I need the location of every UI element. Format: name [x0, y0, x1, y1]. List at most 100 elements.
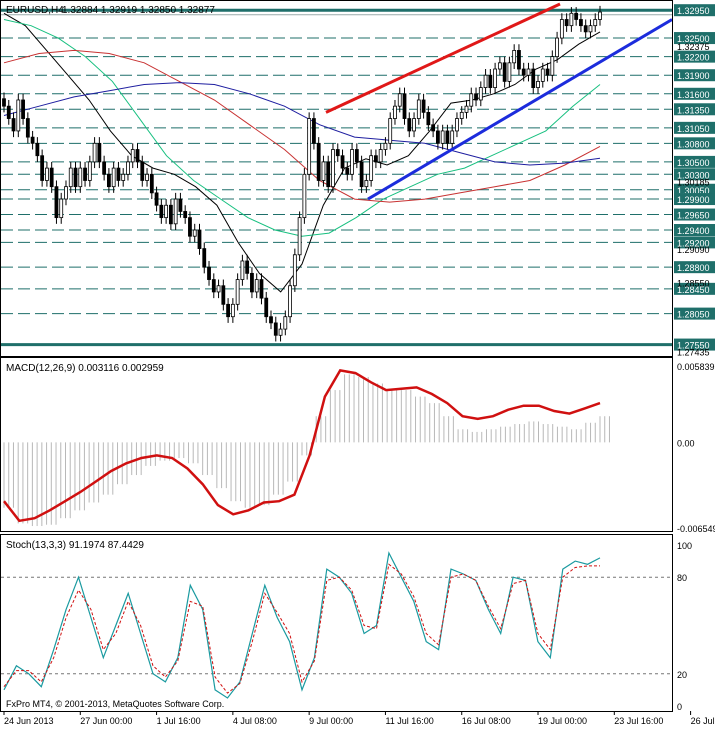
candle-body: [154, 192, 159, 206]
price-level-label: 1.30500: [677, 158, 710, 168]
candle-body: [59, 198, 64, 219]
candle-body: [25, 118, 30, 138]
candle-body: [288, 285, 292, 318]
candle-body: [283, 316, 288, 330]
price-level-label: 1.30050: [677, 186, 710, 196]
moving-average-line: [3, 12, 601, 293]
candle-body: [397, 93, 402, 107]
candle-body: [168, 204, 173, 225]
price-level-tag: [674, 87, 715, 100]
candle-body: [364, 180, 369, 188]
candle-body: [588, 25, 593, 33]
candle-body: [435, 130, 440, 144]
candle-body: [569, 12, 574, 27]
candle-body: [407, 118, 412, 132]
price-level-tag: [674, 168, 715, 181]
candle-body: [431, 124, 436, 132]
price-level-label: 1.29900: [677, 195, 710, 205]
trendline-upper: [325, 2, 561, 114]
candle-body: [21, 99, 25, 119]
time-axis-label: 1 Jul 16:00: [157, 716, 201, 726]
watermark: FxPro MT4, © 2001-2013, MetaQuotes Softw…: [6, 699, 224, 709]
candle-body: [30, 136, 35, 144]
candle-body: [559, 19, 564, 39]
candle-body: [564, 19, 569, 27]
candle-body: [545, 68, 550, 76]
price-minor-label: 1.29090: [677, 245, 710, 255]
price-level-tag: [674, 236, 715, 249]
candle-body: [292, 254, 297, 287]
candle-body: [111, 167, 116, 188]
macd-axis-label: 0.00: [677, 438, 695, 448]
candle-body: [207, 266, 211, 280]
ohlc-label: 1.32884 1.32919 1.32850 1.32877: [62, 5, 215, 16]
price-level-tag: [674, 193, 715, 206]
price-level-tag: [674, 69, 715, 82]
time-axis-labels: 24 Jun 2013 27 Jun 00:00 1 Jul 16:00 4 Jul …: [3, 711, 715, 726]
main-panel-frame: [0, 0, 673, 357]
candle-body: [16, 99, 21, 132]
price-level-tag: [674, 261, 715, 274]
time-axis-label: 23 Jul 16:00: [614, 716, 663, 726]
price-level-tag: [674, 155, 715, 168]
time-axis-label: 24 Jun 2013: [4, 716, 54, 726]
candle-body: [497, 62, 502, 70]
candle-body: [269, 316, 273, 324]
macd-axis-label: 0.005839: [677, 362, 715, 372]
candle-body: [2, 98, 6, 107]
stoch-indicator: [1, 551, 672, 699]
candle-body: [240, 260, 245, 280]
candle-body: [598, 11, 602, 20]
price-level-label: 1.31900: [677, 71, 710, 81]
candle-body: [583, 25, 588, 33]
candle-body: [73, 167, 78, 188]
price-level-label: 1.32200: [677, 53, 710, 63]
candle-body: [312, 118, 316, 144]
time-axis-label: 16 Jul 08:00: [462, 716, 511, 726]
candle-body: [230, 303, 235, 318]
candle-body: [278, 328, 283, 336]
candle-body: [483, 74, 488, 88]
candle-body: [259, 279, 264, 299]
candle-body: [121, 173, 126, 181]
candle-body: [35, 142, 40, 157]
macd-signal-line: [3, 369, 601, 523]
moving-average-line: [3, 49, 601, 203]
candle-body: [64, 186, 68, 200]
candle-body: [388, 118, 393, 144]
stoch-signal-line: [3, 563, 600, 694]
time-axis-label: 27 Jun 00:00: [80, 716, 132, 726]
candle-body: [135, 149, 140, 163]
candle-body: [106, 173, 111, 188]
price-level-tag: [674, 121, 715, 134]
candle-body: [574, 12, 579, 20]
candle-body: [369, 155, 374, 181]
candle-body: [378, 149, 383, 163]
price-level-tag: [674, 208, 715, 221]
candle-body: [512, 50, 517, 64]
candle-body: [11, 118, 16, 132]
candle-body: [331, 149, 335, 188]
price-level-label: 1.32950: [677, 6, 710, 16]
candle-body: [68, 167, 73, 188]
price-level-tag: [674, 224, 715, 237]
candle-body: [421, 99, 426, 113]
candle-body: [45, 167, 49, 181]
candle-body: [87, 161, 92, 181]
candle-body: [445, 130, 450, 144]
macd-axis-label: -0.006549: [677, 524, 715, 534]
candle-body: [254, 279, 259, 293]
price-level-tag: [674, 137, 715, 150]
moving-averages: [3, 12, 601, 293]
candle-body: [459, 111, 464, 119]
stoch-axis-label: 0: [677, 702, 682, 712]
candle-body: [350, 149, 354, 175]
price-level-tag: [674, 307, 715, 320]
candle-body: [393, 105, 397, 119]
moving-average-line: [3, 82, 601, 166]
price-level-label: 1.27550: [677, 341, 710, 351]
price-level-label: 1.31350: [677, 105, 710, 115]
candle-body: [178, 198, 183, 212]
candle-body: [149, 173, 154, 194]
candle-body: [464, 105, 469, 113]
